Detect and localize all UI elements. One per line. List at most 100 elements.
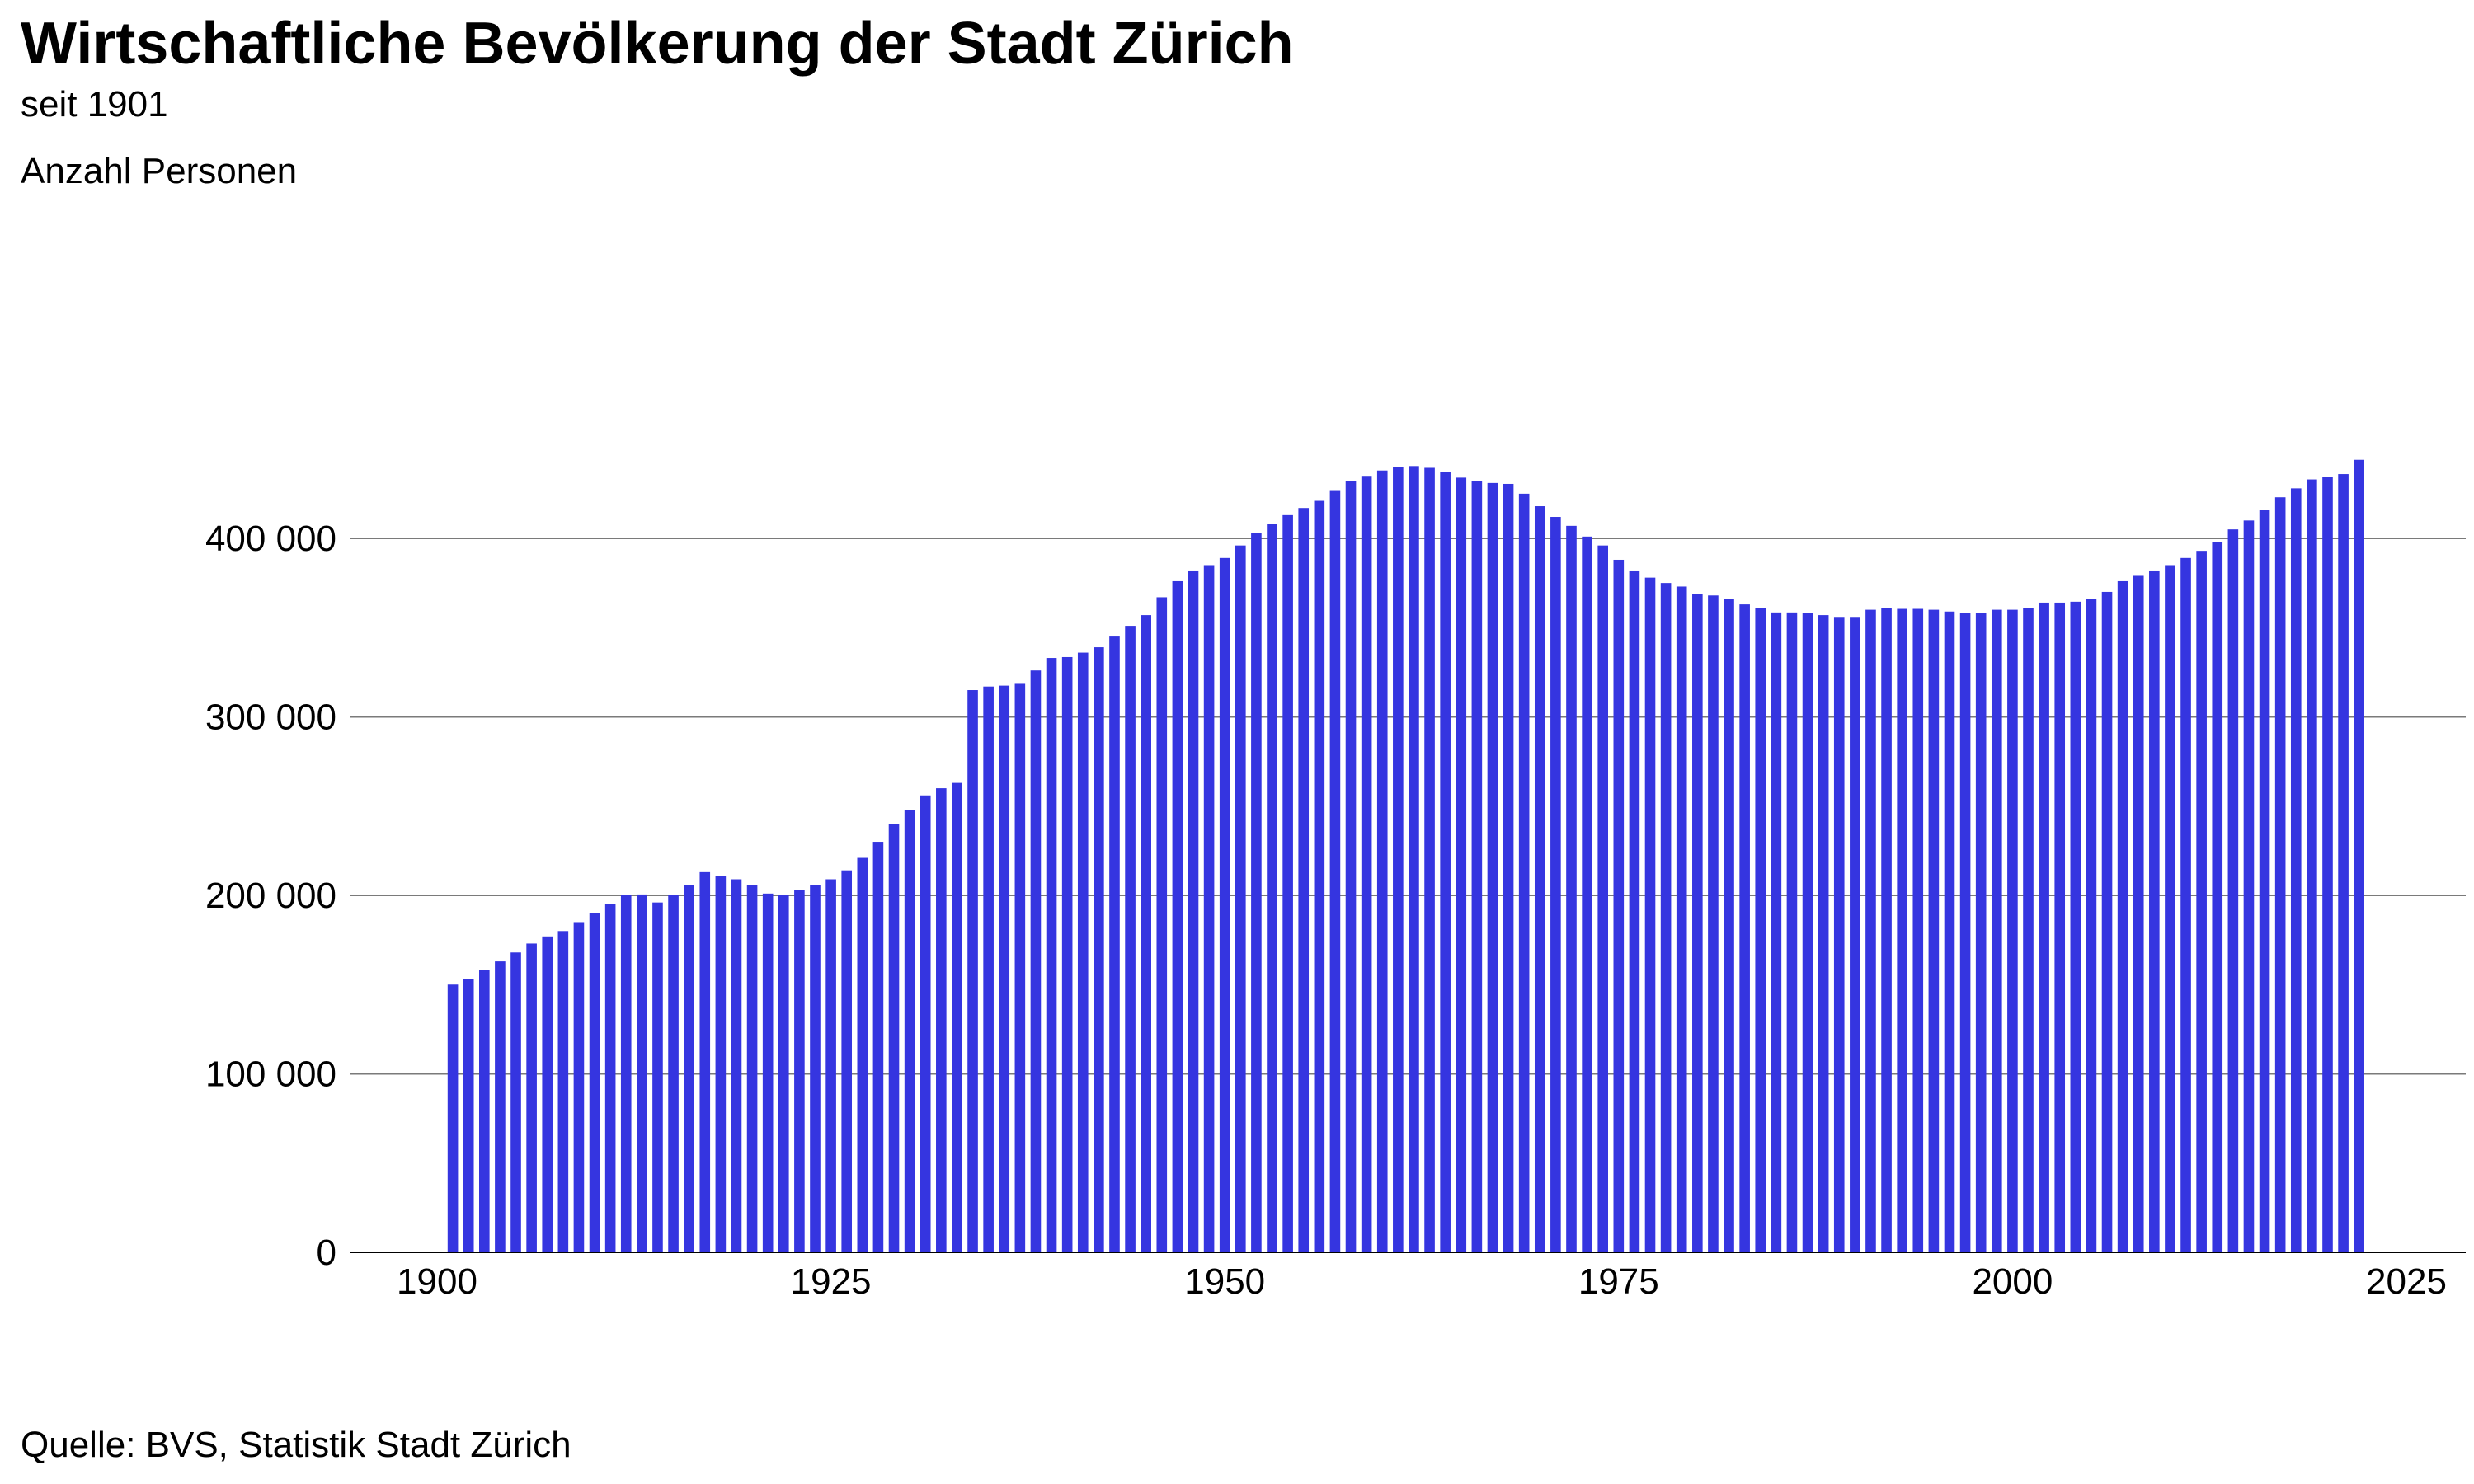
bar [2007, 609, 2018, 1252]
bar [1109, 636, 1120, 1252]
bar [2149, 570, 2160, 1252]
bar [573, 922, 585, 1252]
bar [2070, 601, 2081, 1252]
bar [1959, 613, 1971, 1252]
bar [1172, 580, 1183, 1252]
bar [731, 879, 742, 1252]
x-tick-label: 1950 [1184, 1261, 1265, 1302]
bar [1833, 617, 1845, 1252]
y-tick-label: 0 [317, 1233, 336, 1273]
bar [810, 885, 821, 1252]
bar [2322, 477, 2333, 1252]
bar [1014, 683, 1026, 1252]
bar [999, 685, 1010, 1252]
bar [2133, 575, 2144, 1252]
bar [2165, 565, 2175, 1252]
bar [557, 931, 569, 1252]
bar [2307, 479, 2317, 1252]
x-tick-label: 1975 [1578, 1261, 1659, 1302]
bar [637, 894, 647, 1252]
bar [1518, 493, 1530, 1253]
bar [1141, 615, 1151, 1252]
bar [1975, 613, 1987, 1252]
bar [1739, 604, 1750, 1252]
x-tick-label: 2000 [1972, 1261, 2053, 1302]
bar [825, 879, 836, 1252]
bar [526, 943, 537, 1252]
bar [1897, 608, 1907, 1252]
bar [936, 788, 947, 1252]
bar [1597, 545, 1608, 1252]
bar [952, 782, 962, 1252]
bar [1393, 467, 1404, 1252]
bar [668, 895, 679, 1252]
bar [1219, 557, 1230, 1252]
bar [1818, 615, 1829, 1252]
bar [1550, 517, 1561, 1252]
bar [1471, 481, 1483, 1252]
bar [1912, 608, 1924, 1252]
grid-lines [350, 538, 2466, 1075]
bar [699, 871, 711, 1252]
bar [1046, 658, 1057, 1252]
bar [447, 984, 459, 1252]
bar [1203, 565, 1215, 1252]
bar [1077, 652, 1089, 1252]
x-tick-label: 1900 [397, 1261, 477, 1302]
bar [2259, 510, 2270, 1252]
bar [1991, 609, 2002, 1252]
y-tick-label: 100 000 [205, 1054, 336, 1095]
bar [841, 870, 853, 1252]
bar [495, 961, 506, 1252]
bar [1125, 626, 1136, 1252]
x-tick-labels: 1900 1925 1950 1975 2000 2025 [397, 1261, 2447, 1302]
bar [2274, 497, 2286, 1252]
bar [1440, 472, 1451, 1252]
bar [2180, 557, 2191, 1252]
bar [1329, 490, 1341, 1252]
y-tick-labels: 0 100 000 200 000 300 000 400 000 [205, 519, 336, 1273]
source-note: Quelle: BVS, Statistik Stadt Zürich [21, 1425, 571, 1465]
bar [920, 795, 931, 1252]
bar [1613, 559, 1625, 1252]
bar [1755, 608, 1766, 1252]
bar [1282, 514, 1293, 1252]
bar [1676, 586, 1687, 1252]
bar [620, 895, 632, 1252]
bar [1094, 647, 1104, 1252]
bar [1424, 467, 1435, 1252]
bar [2039, 602, 2049, 1252]
bar [967, 690, 978, 1252]
y-tick-label: 300 000 [205, 697, 336, 738]
bar [2212, 542, 2223, 1252]
bar [1061, 656, 1073, 1252]
y-axis-label: Anzahl Personen [21, 151, 298, 191]
bar [762, 893, 774, 1252]
bar [2101, 591, 2113, 1252]
bar [1786, 612, 1798, 1252]
bar [1188, 570, 1199, 1252]
bar [1251, 533, 1262, 1252]
bar [1361, 476, 1372, 1252]
bar [1944, 611, 1955, 1252]
chart-subtitle: seit 1901 [21, 84, 168, 124]
bar [1724, 599, 1734, 1252]
bar [904, 810, 915, 1252]
bar [1503, 483, 1514, 1252]
bar [715, 876, 727, 1252]
bar [2054, 602, 2066, 1252]
bar [1865, 609, 1876, 1252]
bar [2227, 529, 2239, 1252]
x-tick-label: 2025 [2366, 1261, 2447, 1302]
bar [2338, 474, 2349, 1252]
bar [1582, 536, 1592, 1252]
bar [652, 902, 663, 1252]
bar [1030, 670, 1042, 1252]
bar [479, 970, 490, 1252]
bar [1928, 609, 1940, 1252]
chart-title: Wirtschaftliche Bevölkerung der Stadt Zü… [21, 11, 1294, 77]
bar [1298, 508, 1310, 1252]
bar [463, 979, 474, 1252]
bar [2290, 488, 2302, 1252]
